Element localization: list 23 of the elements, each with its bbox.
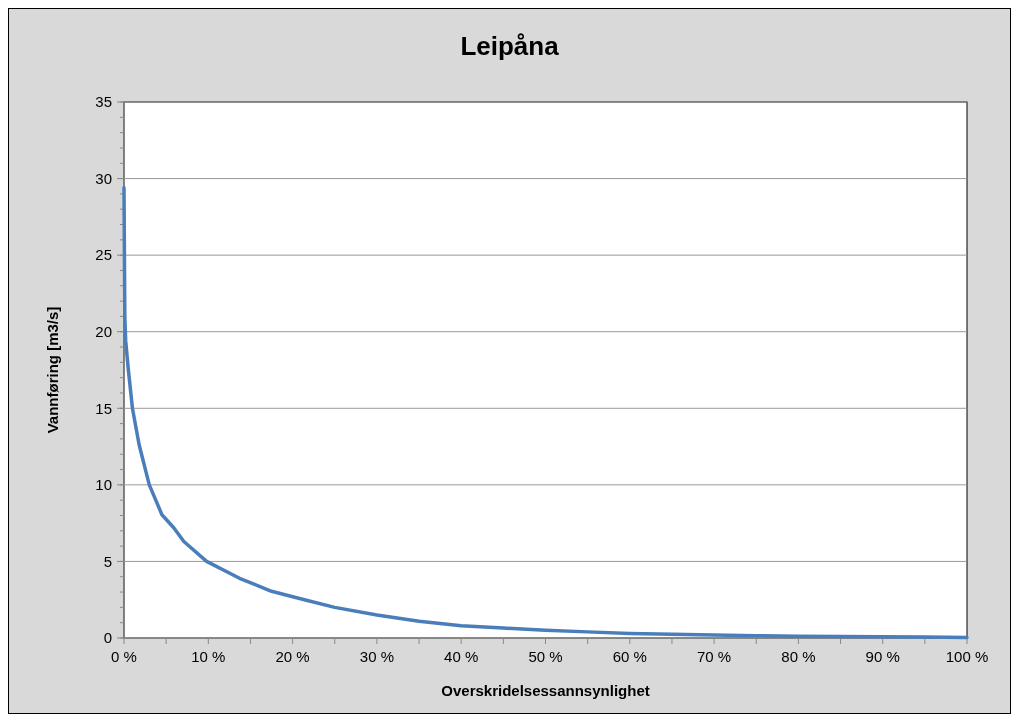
x-tick-label: 80 % [781, 648, 816, 665]
line-series [122, 186, 969, 640]
x-tick-label: 50 % [528, 648, 563, 665]
y-tick-label: 5 [103, 552, 112, 570]
y-tick-label: 25 [95, 246, 112, 264]
x-tick-label: 10 % [191, 648, 226, 665]
x-tick-label: 70 % [697, 648, 732, 665]
x-tick-label: 0 % [111, 648, 137, 665]
x-tick-label: 20 % [275, 648, 310, 665]
x-tick-label: 90 % [865, 648, 900, 665]
y-axis-title: Vannføring [m3/s] [44, 306, 61, 434]
y-tick-label: 0 [103, 629, 112, 647]
x-tick-label: 40 % [444, 648, 479, 665]
chart-title: Leipåna [460, 31, 560, 61]
x-tick-label: 100 % [945, 648, 989, 665]
y-tick-label: 35 [95, 93, 112, 111]
y-tick-label: 15 [95, 399, 112, 417]
y-tick-label: 10 [95, 476, 112, 494]
y-tick-label: 30 [95, 169, 112, 187]
x-tick-label: 30 % [359, 648, 394, 665]
y-tick-label: 20 [95, 322, 112, 340]
x-tick-label: 60 % [612, 648, 647, 665]
x-axis-title: Overskridelsessannsynlighet [441, 682, 650, 699]
